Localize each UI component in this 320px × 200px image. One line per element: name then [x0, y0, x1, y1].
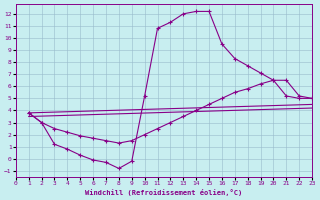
- X-axis label: Windchill (Refroidissement éolien,°C): Windchill (Refroidissement éolien,°C): [85, 189, 243, 196]
